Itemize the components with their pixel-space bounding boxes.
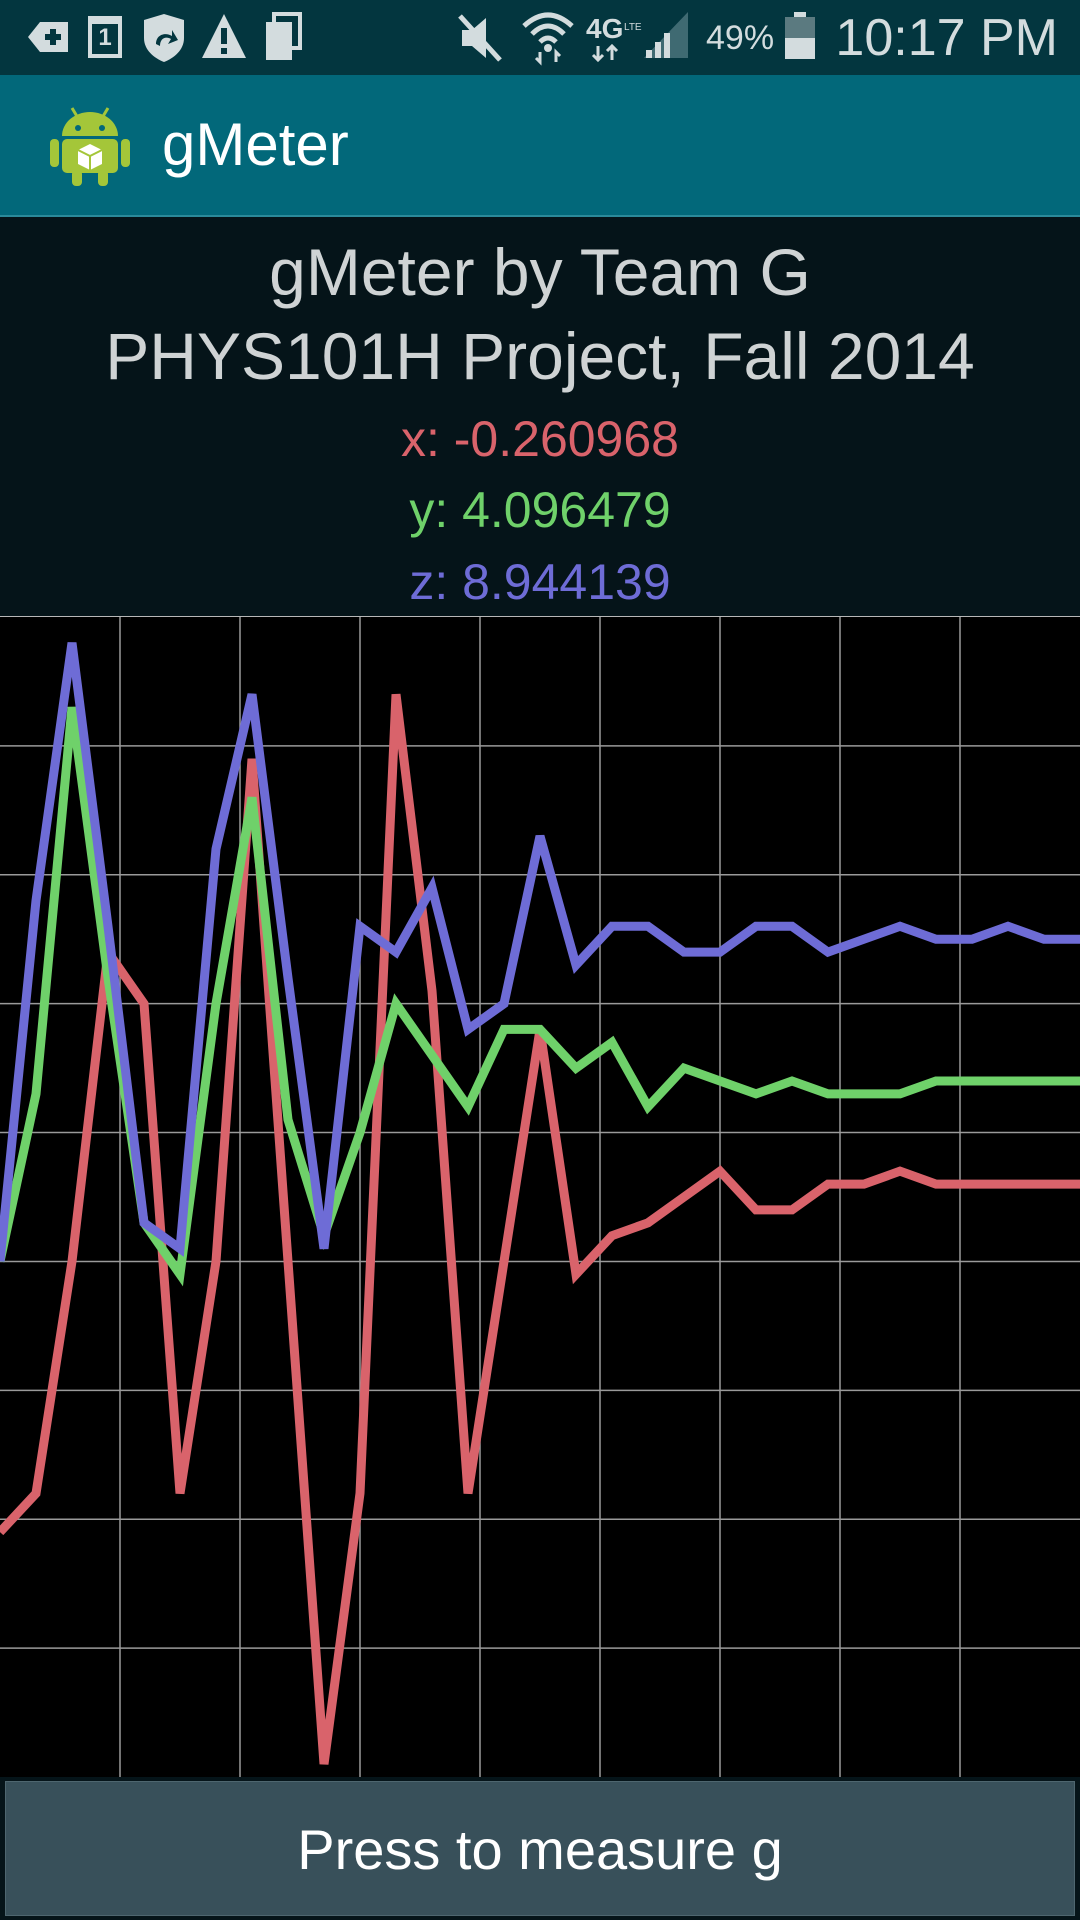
z-readout: z: 8.944139 <box>409 554 671 610</box>
chart-svg <box>0 617 1080 1777</box>
shield-update-icon <box>144 14 184 62</box>
x-readout: x: -0.260968 <box>401 411 679 467</box>
add-notification-icon <box>28 22 68 52</box>
series-line-z <box>0 642 1080 1262</box>
chart-series <box>0 642 1080 1765</box>
mute-icon <box>458 14 502 62</box>
signal-icon <box>644 12 688 58</box>
app-title: gMeter <box>162 111 349 178</box>
status-bar: 1 4G LTE 49% 10:17 PM <box>0 0 1080 75</box>
warning-icon <box>202 14 246 58</box>
accelerometer-graph <box>0 616 1080 1777</box>
action-bar: gMeter <box>0 75 1080 217</box>
battery-icon <box>785 12 815 59</box>
network-4g-lte-icon: 4G LTE <box>586 13 642 63</box>
battery-percent: 49% <box>706 19 775 57</box>
measure-g-button[interactable]: Press to measure g <box>5 1781 1075 1916</box>
svg-text:LTE: LTE <box>624 22 642 33</box>
wifi-icon <box>522 12 574 66</box>
clock: 10:17 PM <box>835 9 1058 67</box>
header-title: gMeter by Team G <box>269 235 811 309</box>
series-line-y <box>0 706 1080 1287</box>
header-subtitle: PHYS101H Project, Fall 2014 <box>105 319 975 393</box>
copy-icon <box>266 12 302 60</box>
y-readout: y: 4.096479 <box>409 482 671 538</box>
android-robot-icon <box>50 107 130 186</box>
svg-text:4G: 4G <box>586 13 623 44</box>
calendar-icon: 1 <box>88 16 122 58</box>
